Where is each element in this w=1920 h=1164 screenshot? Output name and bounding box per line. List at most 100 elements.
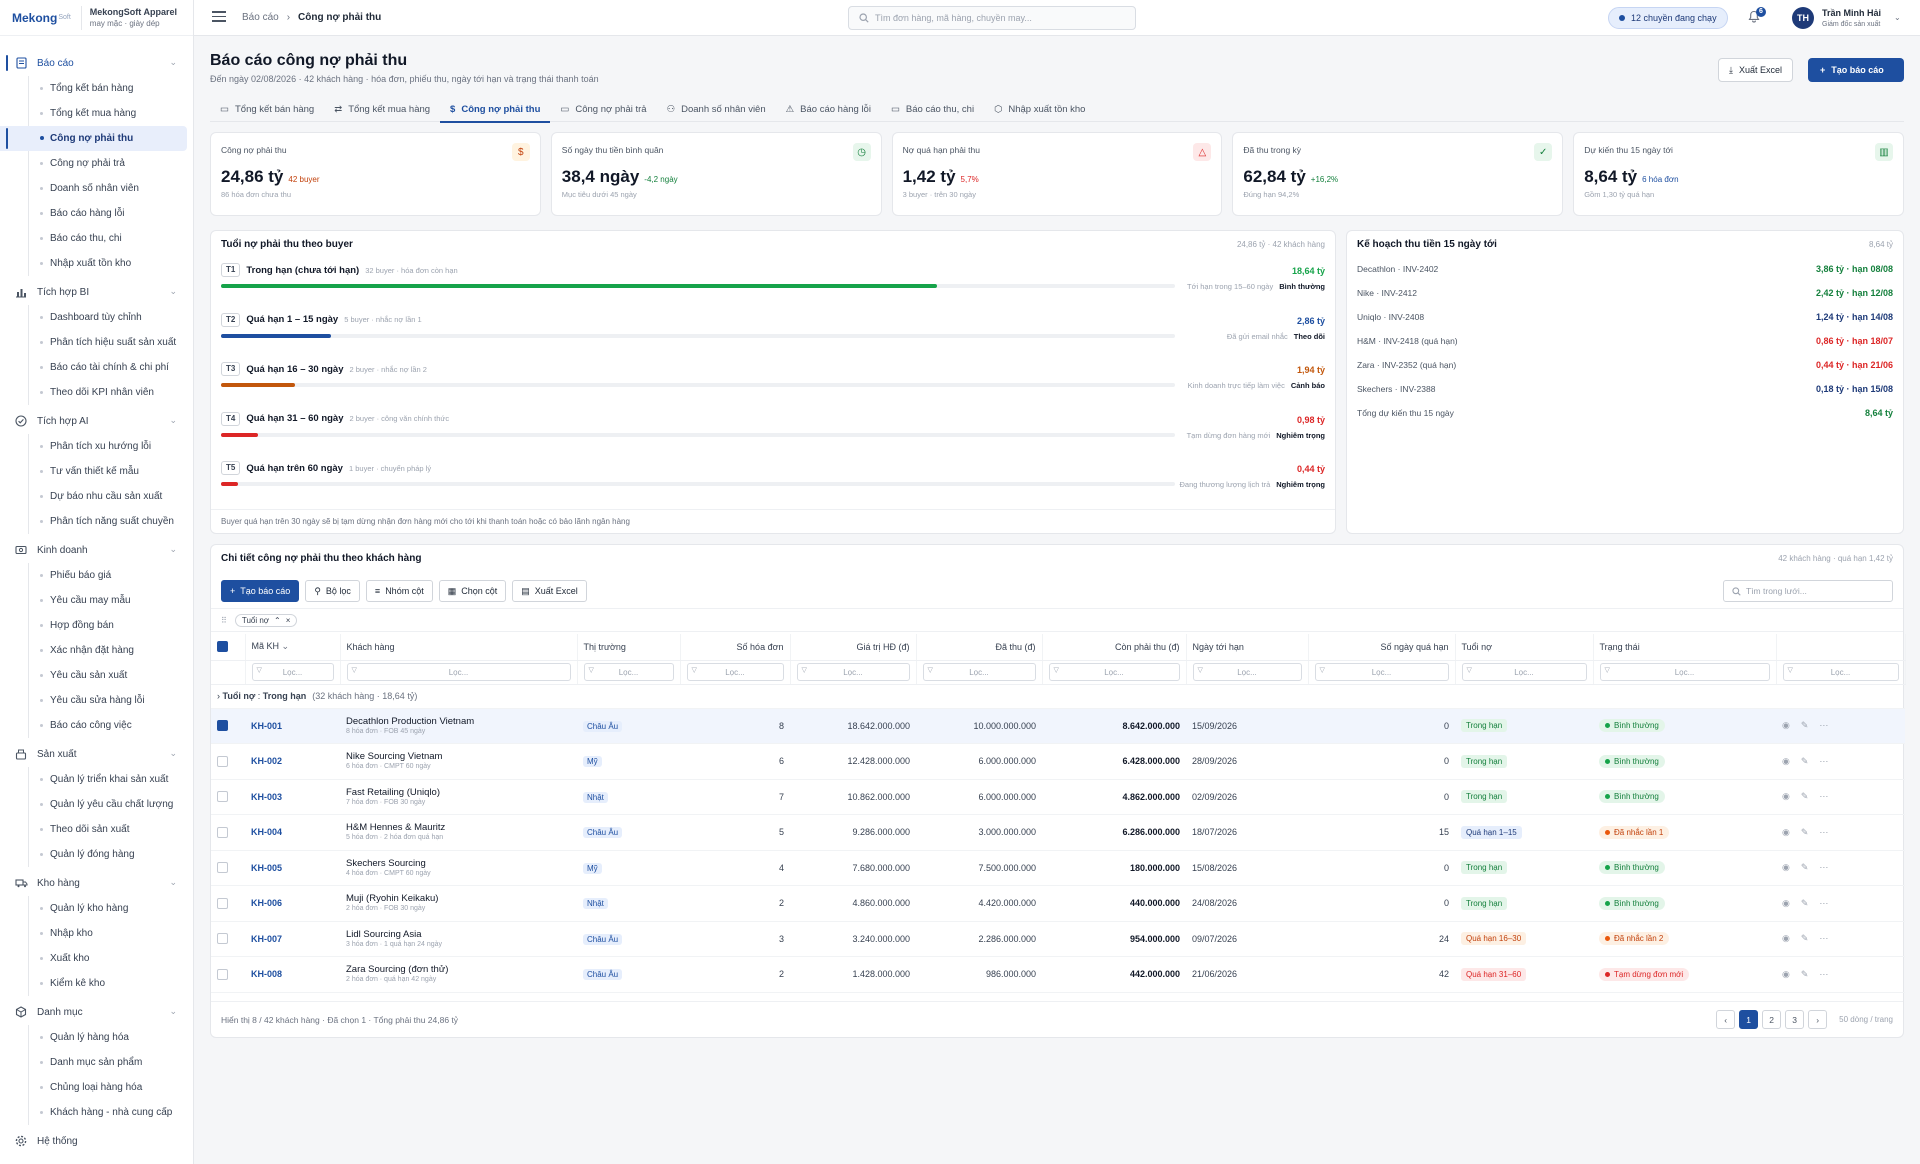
sidebar-item-bao-cao-tai-chinh-chi-phi[interactable]: Báo cáo tài chính & chi phí xyxy=(0,355,193,380)
column-header-thi-truong[interactable]: Thị trường xyxy=(577,634,681,661)
group-columns-button[interactable]: ≡ Nhóm cột xyxy=(365,580,433,602)
aging-row[interactable]: T5 Quá hạn trên 60 ngày 1 buyer · chuyển p… xyxy=(211,455,1335,505)
edit-icon[interactable]: ✎ xyxy=(1800,897,1809,908)
chevron-down-icon[interactable]: ⌄ xyxy=(169,415,177,425)
column-filter-input[interactable]: Lọc... xyxy=(922,663,1036,681)
sort-desc-icon[interactable]: ⌄ xyxy=(279,641,290,652)
aging-row[interactable]: T2 Quá hạn 1 – 15 ngày 5 buyer · nhắc nợ l… xyxy=(211,307,1335,357)
more-icon[interactable]: ⋯ xyxy=(1819,826,1829,837)
edit-icon[interactable]: ✎ xyxy=(1800,791,1809,802)
column-filter-input[interactable]: Lọc... xyxy=(1782,663,1899,681)
chevron-down-icon[interactable]: ⌄ xyxy=(169,877,177,887)
chevron-down-icon[interactable]: ⌄ xyxy=(169,544,177,554)
column-filter-input[interactable]: Lọc... xyxy=(796,663,910,681)
chevron-right-icon[interactable]: › xyxy=(217,691,223,701)
avatar[interactable]: TH xyxy=(1792,7,1814,29)
eye-icon[interactable]: ◉ xyxy=(1782,862,1790,873)
table-row[interactable]: KH-001 Decathlon Production Vietnam 8 hóa … xyxy=(211,708,1905,744)
filter-button[interactable]: ⚲ Bộ lọc xyxy=(305,580,360,602)
sidebar-item-kiem-ke-kho[interactable]: Kiểm kê kho xyxy=(0,971,193,996)
prev-page-button[interactable]: ‹ xyxy=(1716,1010,1736,1029)
grid-search-input[interactable]: Tìm trong lưới... xyxy=(1723,580,1893,602)
sidebar-group-kho-hang[interactable]: Kho hàng ⌄ xyxy=(0,870,193,896)
page-button-1[interactable]: 1 xyxy=(1739,1010,1759,1029)
plan-row[interactable]: H&M · INV-2418 (quá hạn) 0,86 tỷ · hạn 18… xyxy=(1347,329,1903,353)
sidebar-item-phan-tich-nang-suat-chuyen[interactable]: Phân tích năng suất chuyền xyxy=(0,509,193,534)
group-row[interactable]: › Tuổi nợ : Trong hạn (32 khách hàng · 18… xyxy=(211,684,1905,709)
column-filter-input[interactable]: Lọc... xyxy=(1048,663,1180,681)
page-button-3[interactable]: 3 xyxy=(1785,1010,1805,1029)
row-checkbox[interactable] xyxy=(217,755,228,767)
row-checkbox[interactable] xyxy=(217,897,228,909)
kpi-card-so-ngay-thu-tien-binh-quan[interactable]: Số ngày thu tiền bình quân ◷ 38,4 ngày -4,2… xyxy=(550,132,882,216)
aging-row[interactable]: T3 Quá hạn 16 – 30 ngày 2 buyer · nhắc nợ … xyxy=(211,356,1335,406)
sidebar-item-quan-ly-hang-hoa[interactable]: Quản lý hàng hóa xyxy=(0,1025,193,1050)
customer-code-link[interactable]: KH-003 xyxy=(251,791,283,802)
eye-icon[interactable]: ◉ xyxy=(1782,755,1790,766)
aging-row[interactable]: T4 Quá hạn 31 – 60 ngày 2 buyer · công văn… xyxy=(211,406,1335,456)
plan-row[interactable]: Skechers · INV-2388 0,18 tỷ · hạn 15/08 xyxy=(1347,377,1903,401)
edit-icon[interactable]: ✎ xyxy=(1800,826,1809,837)
tab-nhap-xuat-ton-kho[interactable]: ⬡ Nhập xuất tồn kho xyxy=(984,96,1095,122)
sidebar-item-nhap-xuat-ton-kho[interactable]: Nhập xuất tồn kho xyxy=(0,251,193,276)
edit-icon[interactable]: ✎ xyxy=(1800,933,1809,944)
tab-bao-cao-hang-loi[interactable]: ⚠ Báo cáo hàng lỗi xyxy=(776,96,881,122)
more-icon[interactable]: ⋯ xyxy=(1819,755,1829,766)
export-excel-button[interactable]: ⤓ Xuất Excel xyxy=(1718,58,1794,82)
tab-bao-cao-thu-chi[interactable]: ▭ Báo cáo thu, chi xyxy=(881,96,984,122)
sidebar-item-tong-ket-ban-hang[interactable]: Tổng kết bán hàng xyxy=(0,76,193,101)
sidebar-item-quan-ly-trien-khai-san-xuat[interactable]: Quản lý triển khai sản xuất xyxy=(0,767,193,792)
sidebar-group-san-xuat[interactable]: Sản xuất ⌄ xyxy=(0,741,193,767)
select-all-checkbox[interactable] xyxy=(217,641,228,653)
more-icon[interactable]: ⋯ xyxy=(1819,897,1829,908)
column-header-da-thu-d[interactable]: Đã thu (đ) xyxy=(916,634,1043,661)
sidebar-item-yeu-cau-sua-hang-loi[interactable]: Yêu cầu sửa hàng lỗi xyxy=(0,688,193,713)
sidebar-item-danh-muc-san-pham[interactable]: Danh mục sản phẩm xyxy=(0,1050,193,1075)
sidebar-group-danh-muc[interactable]: Danh mục ⌄ xyxy=(0,999,193,1025)
create-report-grid-button[interactable]: + Tạo báo cáo xyxy=(221,580,300,602)
sort-asc-icon[interactable]: ⌃ xyxy=(274,615,281,625)
column-header-con-phai-thu-d[interactable]: Còn phải thu (đ) xyxy=(1042,634,1187,661)
column-filter-input[interactable]: Lọc... xyxy=(1461,663,1587,681)
sidebar-item-tong-ket-mua-hang[interactable]: Tổng kết mua hàng xyxy=(0,101,193,126)
sidebar-item-system[interactable]: Hệ thống xyxy=(0,1128,193,1154)
tab-cong-no-phai-tra[interactable]: ▭ Công nợ phải trả xyxy=(550,96,656,122)
sidebar-item-cong-no-phai-thu[interactable]: Công nợ phải thu xyxy=(0,126,187,151)
eye-icon[interactable]: ◉ xyxy=(1782,933,1790,944)
row-checkbox[interactable] xyxy=(217,933,228,945)
sidebar-group-tich-hop-ai[interactable]: Tích hợp AI ⌄ xyxy=(0,408,193,434)
customer-code-link[interactable]: KH-002 xyxy=(251,756,283,767)
tab-tong-ket-mua-hang[interactable]: ⇄ Tổng kết mua hàng xyxy=(324,96,440,122)
customer-code-link[interactable]: KH-001 xyxy=(251,720,283,731)
sidebar-item-yeu-cau-may-mau[interactable]: Yêu cầu may mẫu xyxy=(0,588,193,613)
sidebar-item-doanh-so-nhan-vien[interactable]: Doanh số nhân viên xyxy=(0,176,193,201)
page-size-select[interactable]: 50 dòng / trang xyxy=(1839,1015,1893,1024)
kpi-card-da-thu-trong-ky[interactable]: Đã thu trong kỳ ✓ 62,84 tỷ +16,2% Đúng hạn 9… xyxy=(1232,132,1564,216)
chevron-down-icon[interactable]: ⌄ xyxy=(169,57,177,67)
sidebar-item-bao-cao-thu-chi[interactable]: Báo cáo thu, chi xyxy=(0,226,193,251)
column-filter-input[interactable]: Lọc... xyxy=(583,663,674,681)
sidebar-item-yeu-cau-san-xuat[interactable]: Yêu cầu sản xuất xyxy=(0,663,193,688)
sidebar-item-chung-loai-hang-hoa[interactable]: Chủng loại hàng hóa xyxy=(0,1075,193,1100)
edit-icon[interactable]: ✎ xyxy=(1800,720,1809,731)
sidebar-item-phan-tich-hieu-suat-san-xuat[interactable]: Phân tích hiệu suất sản xuất xyxy=(0,330,193,355)
column-filter-input[interactable]: Lọc... xyxy=(251,663,334,681)
global-search-input[interactable]: Tìm đơn hàng, mã hàng, chuyền may... xyxy=(848,6,1136,30)
sidebar-item-quan-ly-yeu-cau-chat-luong[interactable]: Quản lý yêu cầu chất lượng xyxy=(0,792,193,817)
table-row[interactable]: KH-003 Fast Retailing (Uniqlo) 7 hóa đơn ·… xyxy=(211,779,1905,815)
row-checkbox[interactable] xyxy=(217,791,228,803)
column-header-ma-kh[interactable]: Mã KH ⌄ xyxy=(245,634,341,661)
tab-tong-ket-ban-hang[interactable]: ▭ Tổng kết bán hàng xyxy=(210,96,324,122)
sidebar-item-bao-cao-hang-loi[interactable]: Báo cáo hàng lỗi xyxy=(0,201,193,226)
table-row[interactable]: KH-002 Nike Sourcing Vietnam 6 hóa đơn · C… xyxy=(211,743,1905,780)
aging-row[interactable]: T1 Trong hạn (chưa tới hạn) 32 buyer · hóa… xyxy=(211,257,1335,307)
row-checkbox[interactable] xyxy=(217,862,228,874)
sidebar-item-quan-ly-dong-hang[interactable]: Quản lý đóng hàng xyxy=(0,842,193,867)
edit-icon[interactable]: ✎ xyxy=(1800,862,1809,873)
sidebar-item-xuat-kho[interactable]: Xuất kho xyxy=(0,946,193,971)
bell-icon[interactable]: 6 xyxy=(1748,7,1766,26)
eye-icon[interactable]: ◉ xyxy=(1782,826,1790,837)
more-icon[interactable]: ⋯ xyxy=(1819,862,1829,873)
column-filter-input[interactable]: Lọc... xyxy=(346,663,571,681)
table-row[interactable]: KH-008 Zara Sourcing (đơn thử) 2 hóa đơn ·… xyxy=(211,956,1905,993)
